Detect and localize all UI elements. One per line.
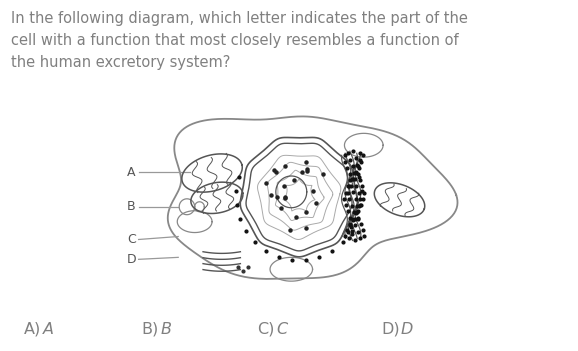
- Text: D: D: [127, 253, 136, 266]
- Text: B: B: [161, 322, 172, 337]
- Text: D): D): [381, 322, 400, 337]
- Text: A: A: [43, 322, 54, 337]
- Text: D: D: [401, 322, 413, 337]
- Text: C): C): [257, 322, 275, 337]
- Text: C: C: [127, 233, 136, 246]
- Text: A: A: [127, 166, 135, 179]
- Text: C: C: [277, 322, 288, 337]
- Text: B): B): [142, 322, 159, 337]
- Text: A): A): [24, 322, 41, 337]
- Text: B: B: [127, 200, 136, 213]
- Text: In the following diagram, which letter indicates the part of the
cell with a fun: In the following diagram, which letter i…: [11, 11, 468, 69]
